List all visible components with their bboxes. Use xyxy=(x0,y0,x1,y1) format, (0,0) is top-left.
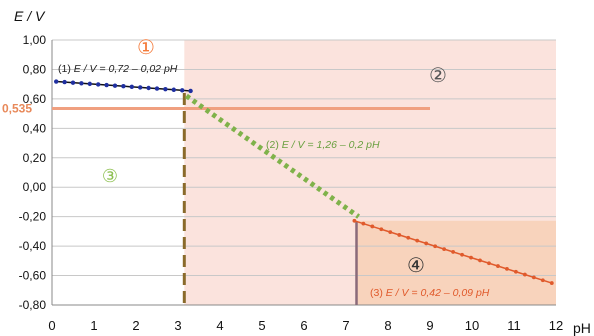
series-point xyxy=(87,81,93,87)
gridlines xyxy=(52,39,556,306)
x-tick-label: 3 xyxy=(174,318,181,333)
region-label: ④ xyxy=(407,255,425,277)
series-point xyxy=(188,88,193,94)
series-point xyxy=(505,267,509,271)
y-axis-title: E / V xyxy=(14,8,46,24)
series-point xyxy=(388,230,393,235)
series-point xyxy=(540,278,545,283)
series-point xyxy=(171,87,176,92)
series-point xyxy=(163,86,168,92)
series-point xyxy=(146,85,151,91)
series-point xyxy=(496,264,500,268)
series-point xyxy=(433,244,438,249)
x-tick-label: 7 xyxy=(342,318,349,333)
series-point xyxy=(531,275,536,280)
series-point xyxy=(478,258,482,263)
series-point xyxy=(397,233,402,237)
labels-layer: 0,535 (1) E / V = 0,72 – 0,02 pH (2) E / V… xyxy=(2,37,490,299)
series-point xyxy=(104,82,109,88)
region-label: ① xyxy=(137,37,155,59)
x-tick-label: 6 xyxy=(300,318,307,333)
series-point xyxy=(121,84,126,89)
y-tick-label: 0,80 xyxy=(23,62,47,76)
series-point xyxy=(138,85,143,90)
series-point xyxy=(62,79,67,85)
series-point xyxy=(54,79,59,84)
series-point xyxy=(352,218,357,223)
series-point xyxy=(79,81,84,86)
x-tick-label: 2 xyxy=(132,318,139,333)
x-tick-label: 1 xyxy=(90,318,97,333)
series-point xyxy=(70,80,76,85)
y-tick-label: 0,40 xyxy=(23,121,47,135)
y-tick-label: 0,20 xyxy=(23,151,47,165)
reference-line-label: 0,535 xyxy=(2,101,32,115)
series-point xyxy=(379,227,384,232)
series-point xyxy=(487,261,491,266)
x-tick-label: 5 xyxy=(258,318,265,333)
x-tick-label: 4 xyxy=(216,318,223,333)
series-point xyxy=(406,235,411,240)
series-layer xyxy=(52,79,554,305)
region-fills xyxy=(184,40,557,305)
series-point xyxy=(415,238,420,243)
region-label: ② xyxy=(429,65,447,87)
series-label: (1) E / V = 0,72 – 0,02 pH xyxy=(58,63,178,75)
series-point xyxy=(549,281,554,285)
series-point xyxy=(361,221,366,226)
y-tick-label: -0,20 xyxy=(19,210,47,224)
y-tick-label: -0,60 xyxy=(19,269,47,283)
series-point xyxy=(514,269,518,274)
series-point xyxy=(469,255,473,260)
series-label: (3) E / V = 0,42 – 0,09 pH xyxy=(370,287,490,299)
axes: 1,00 0,80 0,60 0,40 0,20 0,00 -0,20 -0,40 -0,60 -… xyxy=(19,33,564,333)
x-tick-label: 9 xyxy=(426,318,433,333)
series-line xyxy=(184,93,361,219)
y-tick-label: -0,40 xyxy=(19,239,47,253)
series-label: (2) E / V = 1,26 – 0,2 pH xyxy=(266,139,380,151)
x-tick-label: 8 xyxy=(384,318,391,333)
series-point xyxy=(370,224,375,229)
series-point xyxy=(522,272,527,277)
series-point xyxy=(154,86,160,91)
x-tick-label: 10 xyxy=(465,318,479,333)
x-tick-label: 0 xyxy=(48,318,55,333)
series-point xyxy=(451,250,455,254)
y-tick-label: 0,60 xyxy=(23,92,47,106)
series-point xyxy=(460,252,464,257)
y-tick-label: 0,00 xyxy=(23,180,47,194)
series-point xyxy=(112,83,118,88)
y-tick-label: -0,80 xyxy=(19,298,47,312)
series-point xyxy=(96,82,101,87)
x-axis-title: pH xyxy=(573,320,591,336)
series-point xyxy=(180,88,185,93)
region-fill-4 xyxy=(356,220,556,305)
series-point xyxy=(424,241,429,246)
y-tick-label: 1,00 xyxy=(23,33,47,47)
series-point xyxy=(129,84,134,90)
region-label: ③ xyxy=(102,166,118,186)
x-tick-label: 12 xyxy=(549,318,563,333)
series-point xyxy=(442,247,447,251)
x-tick-label: 11 xyxy=(507,318,521,333)
